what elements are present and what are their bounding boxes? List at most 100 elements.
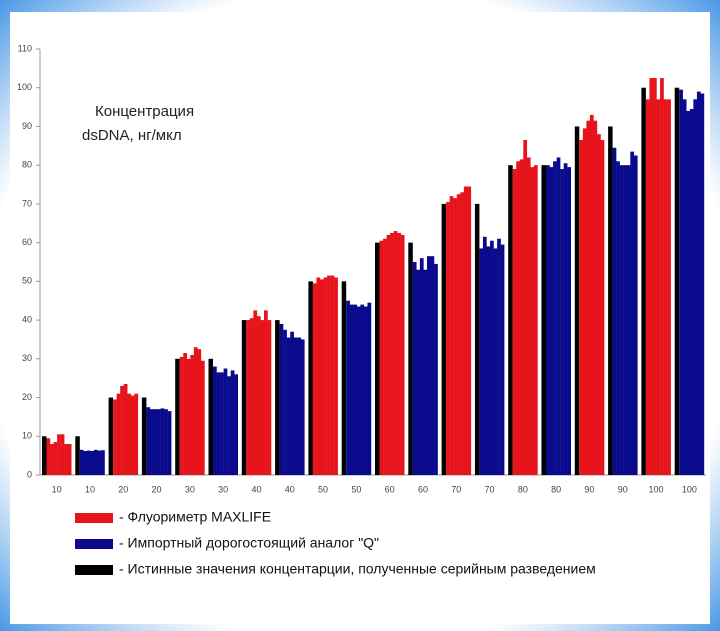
bar bbox=[175, 358, 180, 475]
bar bbox=[641, 87, 646, 476]
x-tick-label: 20 bbox=[152, 484, 162, 494]
bar bbox=[230, 370, 235, 475]
bar bbox=[186, 358, 191, 475]
bar bbox=[130, 395, 135, 475]
y-tick-label: 0 bbox=[27, 469, 32, 479]
bar bbox=[223, 368, 228, 475]
bar bbox=[120, 385, 124, 475]
bar bbox=[375, 242, 380, 475]
bar bbox=[419, 258, 424, 475]
bar bbox=[608, 126, 613, 476]
bar bbox=[623, 165, 627, 475]
legend-label: - Флуориметр MAXLIFE bbox=[119, 509, 271, 525]
x-tick-label: 80 bbox=[551, 484, 561, 494]
bar bbox=[208, 358, 213, 475]
bar bbox=[141, 397, 147, 475]
bar bbox=[286, 337, 291, 475]
bar bbox=[493, 248, 498, 475]
bar bbox=[360, 304, 365, 475]
bar bbox=[500, 244, 505, 475]
y-tick-label: 40 bbox=[22, 314, 32, 324]
bar bbox=[649, 78, 654, 475]
bar bbox=[300, 339, 305, 475]
bar bbox=[663, 99, 668, 475]
bar bbox=[696, 91, 701, 475]
bar bbox=[234, 374, 238, 475]
bar bbox=[482, 236, 487, 475]
bar bbox=[416, 269, 421, 475]
bar bbox=[667, 99, 671, 475]
bar bbox=[308, 281, 313, 475]
bar bbox=[408, 242, 413, 475]
bar bbox=[183, 353, 187, 475]
bar bbox=[474, 203, 480, 475]
bar bbox=[423, 269, 428, 475]
bar bbox=[267, 320, 272, 475]
bar bbox=[241, 320, 247, 475]
bar bbox=[630, 151, 635, 476]
bar bbox=[246, 320, 251, 475]
bar bbox=[533, 165, 538, 475]
bar bbox=[430, 256, 435, 475]
y-tick-label: 70 bbox=[22, 198, 32, 208]
bar bbox=[616, 161, 620, 476]
bar bbox=[449, 196, 454, 475]
bar bbox=[86, 450, 91, 475]
y-tick-label: 50 bbox=[22, 276, 32, 286]
x-tick-label: 20 bbox=[118, 484, 128, 494]
bar bbox=[456, 194, 461, 475]
bar bbox=[164, 409, 168, 475]
bar bbox=[323, 277, 328, 475]
x-tick-label: 90 bbox=[584, 484, 594, 494]
bar bbox=[134, 393, 139, 475]
bar bbox=[397, 232, 401, 475]
bar bbox=[563, 163, 568, 475]
bar bbox=[220, 372, 224, 475]
bar bbox=[400, 234, 405, 475]
bar bbox=[42, 436, 47, 475]
bar bbox=[589, 114, 594, 475]
bar bbox=[116, 393, 121, 475]
bar bbox=[486, 246, 491, 475]
bar bbox=[123, 383, 128, 475]
bar bbox=[279, 323, 284, 475]
bar bbox=[612, 147, 617, 475]
bar bbox=[367, 302, 372, 475]
bar bbox=[633, 155, 638, 475]
bar bbox=[682, 99, 687, 475]
bar bbox=[197, 349, 202, 475]
bar bbox=[46, 438, 51, 475]
y-tick-label: 100 bbox=[17, 82, 32, 92]
bar bbox=[386, 234, 391, 475]
bar bbox=[546, 165, 550, 475]
bar bbox=[645, 99, 650, 475]
bar bbox=[75, 436, 80, 475]
bar bbox=[674, 87, 680, 476]
x-tick-label: 40 bbox=[285, 484, 295, 494]
bar bbox=[393, 231, 398, 475]
bar bbox=[149, 409, 154, 475]
bar bbox=[113, 399, 117, 475]
bar bbox=[293, 337, 298, 475]
x-tick-label: 30 bbox=[218, 484, 228, 494]
bar bbox=[597, 134, 601, 475]
y-tick-label: 110 bbox=[18, 43, 32, 53]
bar bbox=[508, 165, 513, 475]
bar bbox=[157, 409, 161, 475]
annotation: Концентрация bbox=[95, 103, 194, 120]
bar bbox=[541, 165, 546, 475]
bar bbox=[689, 109, 694, 475]
x-tick-label: 100 bbox=[649, 484, 664, 494]
bar bbox=[490, 240, 494, 475]
bar bbox=[383, 238, 387, 475]
bar bbox=[97, 450, 102, 475]
bar bbox=[679, 89, 683, 475]
x-tick-label: 80 bbox=[518, 484, 528, 494]
bar bbox=[523, 140, 528, 475]
bar bbox=[290, 331, 294, 475]
x-tick-label: 100 bbox=[682, 484, 697, 494]
legend-label: - Импортный дорогостоящий аналог "Q" bbox=[119, 535, 379, 551]
bar bbox=[349, 304, 354, 475]
bar bbox=[200, 360, 205, 475]
